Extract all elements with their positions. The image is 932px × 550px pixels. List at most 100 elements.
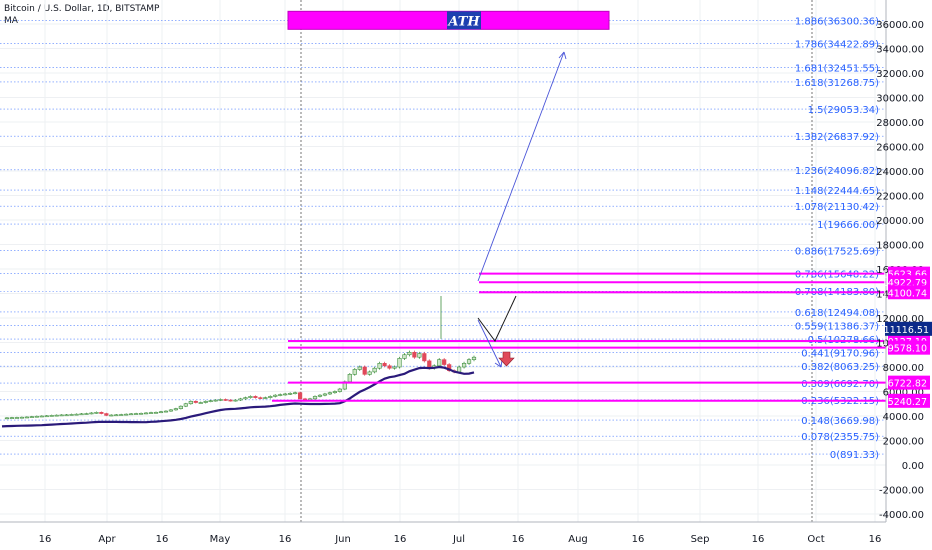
ma-line <box>1 365 475 428</box>
price-tag <box>888 393 930 408</box>
candle-body <box>29 416 34 418</box>
candle-body <box>158 411 164 414</box>
price-tag-label: 9578.10 <box>888 344 927 355</box>
y-axis: 36000.00 34000.00 32000.00 30000.00 28000.00… <box>876 0 932 550</box>
price-tag <box>888 375 930 390</box>
candle-body <box>223 399 228 401</box>
price-tag-label: 5240.27 <box>888 397 927 408</box>
y-tick-label: 24000.00 <box>876 167 924 178</box>
candle-body <box>119 414 124 416</box>
candle-body <box>74 413 79 416</box>
y-tick-label: 32000.00 <box>876 69 924 80</box>
x-tick-label: Apr <box>98 534 116 545</box>
candle-body <box>407 351 412 356</box>
candle-body <box>134 413 139 415</box>
drawings: ATH <box>272 10 886 402</box>
candle-body <box>283 393 288 396</box>
candle-body <box>456 366 462 373</box>
fib-level-label: 1.786(34422.89) <box>795 39 879 50</box>
candle-body <box>382 363 387 367</box>
candle-body <box>347 374 352 383</box>
candle-body <box>362 366 367 375</box>
candle-body <box>14 417 20 419</box>
x-tick-label: 16 <box>752 534 765 545</box>
candle-body <box>471 356 477 360</box>
candle-body <box>466 359 472 364</box>
candle-body <box>397 358 402 368</box>
fib-level-label: 0.309(6692.70) <box>801 379 879 390</box>
candle-body <box>377 363 382 369</box>
y-tick-label: 12000.00 <box>876 314 924 325</box>
fib-level-label: 0(891.33) <box>830 450 879 461</box>
candle-body <box>312 396 318 400</box>
candle-body <box>143 412 149 415</box>
candle-body <box>4 417 10 420</box>
candle-body <box>357 366 362 370</box>
arrowhead-icon <box>558 51 567 60</box>
y-tick-label: 18000.00 <box>876 241 924 252</box>
y-tick-label: 36000.00 <box>876 20 924 31</box>
fib-level-label: 0.559(11386.37) <box>795 322 879 333</box>
y-tick-label: 30000.00 <box>876 94 924 105</box>
fib-level-label: 0.078(2355.75) <box>801 432 879 443</box>
y-tick-label: 0.00 <box>902 461 924 472</box>
candle-body <box>288 393 293 395</box>
candle-body <box>268 396 273 398</box>
candle-body <box>298 392 303 400</box>
candle-body <box>293 392 298 395</box>
candle-body <box>243 397 248 400</box>
fib-level-label: 0.886(17525.69) <box>795 246 879 257</box>
fib-level-label: 0.382(8063.25) <box>801 362 879 373</box>
scenario-path <box>477 295 517 342</box>
candle-body <box>442 359 447 365</box>
ath-label: ATH <box>446 14 480 29</box>
candle-body <box>9 417 15 419</box>
candle-body <box>253 396 258 398</box>
candle-body <box>263 397 268 399</box>
candle-body <box>332 391 337 394</box>
candle-body <box>337 388 342 392</box>
price-tag-label: 14100.74 <box>882 288 927 299</box>
x-tick-label: Jul <box>452 534 465 545</box>
current-price-tag <box>885 321 932 336</box>
candle-body <box>213 399 218 402</box>
candle-body <box>422 353 427 362</box>
candle-body <box>228 399 233 402</box>
candle-body <box>238 398 243 401</box>
y-tick-label: 20000.00 <box>876 216 924 227</box>
y-tick-label: 6000.00 <box>883 388 924 399</box>
price-tag-label: 6722.82 <box>888 379 927 390</box>
fib-level-label: 0.618(12494.08) <box>795 308 879 319</box>
fib-level-label: 1(19666.00) <box>817 220 879 231</box>
chart-title: Bitcoin / U.S. Dollar, 1D, BITSTAMP <box>4 4 160 14</box>
candle-body <box>139 413 144 415</box>
y-tick-label: 22000.00 <box>876 192 924 203</box>
candle-body <box>124 413 129 416</box>
candle-body <box>183 403 188 407</box>
candle-body <box>203 400 208 403</box>
candle-body <box>173 408 178 411</box>
candle-body <box>94 412 99 414</box>
candle-body <box>437 359 442 367</box>
x-tick-label: Jun <box>334 534 351 545</box>
candle-body <box>39 415 44 418</box>
fib-level-label: 0.148(3669.98) <box>801 416 879 427</box>
fib-level-label: 1.681(32451.55) <box>795 63 879 74</box>
candle-body <box>327 392 333 395</box>
x-tick-label: 16 <box>512 534 525 545</box>
candle-body <box>461 363 467 368</box>
candle-body <box>218 399 223 401</box>
fib-level-label: 1.236(24096.82) <box>795 166 879 177</box>
projection-arrow-down <box>477 319 502 368</box>
candle-body <box>69 414 74 416</box>
candle-body <box>367 371 372 375</box>
x-tick-label: Oct <box>807 534 824 545</box>
candle-body <box>273 394 278 397</box>
price-tag <box>888 285 930 300</box>
current-price-label: 11116.51 <box>884 325 929 336</box>
candle-body <box>84 413 89 415</box>
candle-body <box>104 413 109 416</box>
candle-body <box>89 412 94 415</box>
projection-arrow-up <box>477 51 565 282</box>
